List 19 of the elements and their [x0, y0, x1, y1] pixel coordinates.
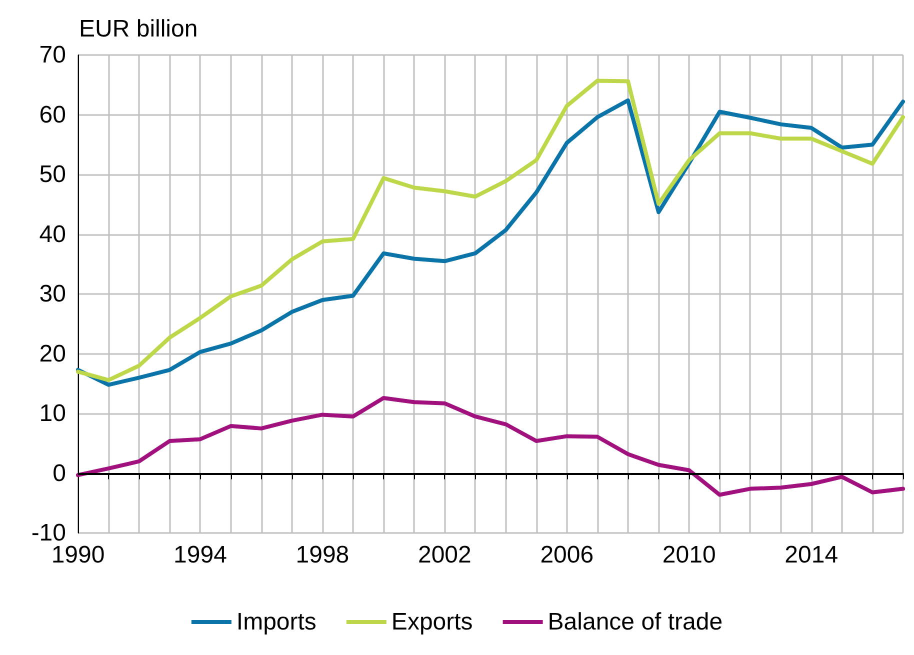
y-tick-label: 30 — [39, 280, 66, 308]
x-tick-label: 1994 — [174, 542, 227, 568]
y-tick-label: 50 — [39, 161, 66, 188]
y-tick-label: 40 — [39, 220, 66, 248]
y-tick-label: 10 — [39, 400, 66, 427]
legend-label: Balance of trade — [548, 608, 723, 636]
legend-label: Imports — [236, 608, 316, 636]
y-tick-label: 0 — [52, 460, 66, 487]
legend-label: Exports — [391, 608, 473, 636]
x-tick-label: 2006 — [540, 542, 594, 568]
x-tick-label: 2002 — [418, 542, 472, 568]
y-tick-label: 60 — [39, 101, 66, 128]
y-tick-label: 70 — [39, 42, 66, 68]
y-tick-label: 20 — [39, 340, 66, 368]
x-tick-label: 2010 — [662, 542, 716, 568]
x-tick-label: 1998 — [296, 542, 350, 568]
x-tick-label: 2014 — [784, 542, 838, 568]
line-series — [76, 396, 905, 497]
y-axis-title: EUR billion — [79, 16, 198, 42]
